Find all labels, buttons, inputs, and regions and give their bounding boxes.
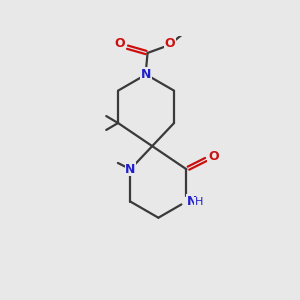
Text: O: O: [208, 150, 219, 163]
Text: N: N: [125, 163, 136, 176]
Text: N: N: [141, 68, 151, 81]
Text: N: N: [187, 195, 197, 208]
Text: O: O: [165, 37, 175, 50]
Text: O: O: [115, 37, 125, 50]
Text: H: H: [194, 197, 203, 207]
